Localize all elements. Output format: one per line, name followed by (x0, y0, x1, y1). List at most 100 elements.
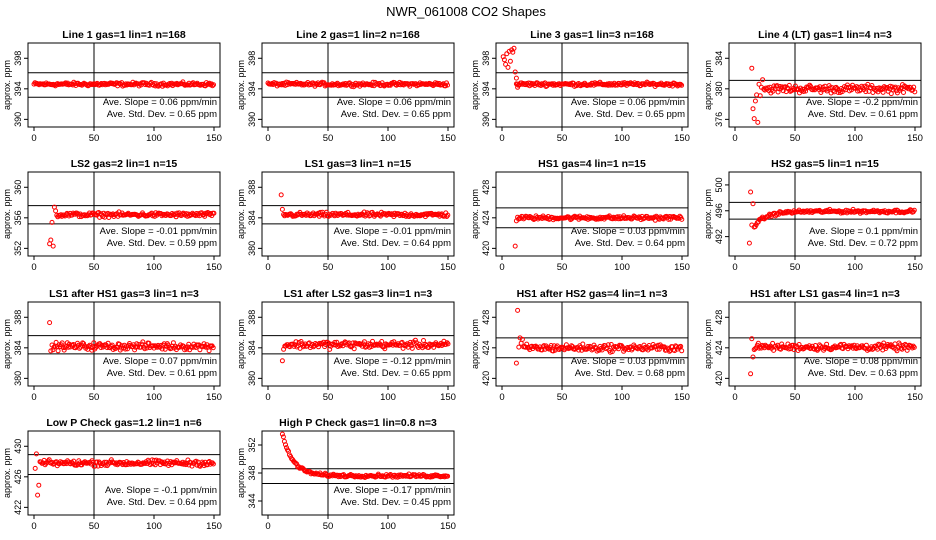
data-point (35, 492, 41, 498)
data-point (445, 473, 451, 479)
data-point (36, 482, 42, 488)
x-tick-label: 150 (907, 392, 923, 403)
y-tick-label: 424 (481, 340, 491, 355)
stddev-annotation: Ave. Std. Dev. = 0.65 ppm (575, 109, 685, 120)
plot-frame (261, 171, 455, 257)
y-tick-label: 424 (714, 340, 724, 355)
y-tick-label: 428 (481, 310, 491, 325)
slope-annotation: Ave. Slope = 0.03 ppm/min (571, 356, 685, 367)
y-tick-label: 390 (13, 112, 23, 127)
panel-title: Low P Check gas=1.2 lin=1 n=6 (46, 417, 201, 429)
data-point (278, 192, 284, 198)
panel-title: HS2 gas=5 lin=1 n=15 (771, 158, 879, 170)
y-tick-label: 428 (481, 180, 491, 195)
data-point (589, 347, 595, 353)
data-point (445, 341, 451, 347)
data-point (512, 69, 518, 75)
x-tick-label: 0 (499, 262, 504, 273)
chart-panel: Line 3 gas=1 lin=3 n=168 0 50 100 150 390 394 3… (470, 29, 690, 144)
data-point (211, 82, 216, 88)
y-tick-label: 390 (247, 112, 257, 127)
data-point (331, 472, 337, 478)
data-point (578, 344, 584, 350)
y-axis-label: approx. ppm (703, 60, 713, 110)
x-tick-label: 100 (614, 262, 630, 273)
x-tick-label: 100 (614, 133, 630, 144)
y-axis-label: approx. ppm (2, 319, 12, 369)
chart-panel: Line 2 gas=1 lin=2 n=168 0 50 100 150 390 394 3… (236, 29, 456, 144)
x-tick-label: 100 (380, 133, 396, 144)
data-point (911, 84, 917, 90)
x-tick-label: 100 (847, 133, 863, 144)
y-tick-label: 398 (481, 51, 491, 66)
x-tick-label: 0 (31, 133, 36, 144)
data-point (746, 240, 752, 246)
data-point (442, 213, 448, 219)
data-point (755, 119, 761, 125)
data-point (129, 82, 135, 88)
data-point (515, 307, 521, 313)
y-axis-label: approx. ppm (236, 60, 246, 110)
slope-annotation: Ave. Slope = 0.06 ppm/min (103, 97, 217, 108)
x-tick-label: 100 (380, 521, 396, 532)
panel-title: LS1 after HS1 gas=3 lin=1 n=3 (49, 288, 199, 300)
data-point (49, 219, 55, 225)
data-point (445, 82, 450, 88)
data-point (912, 89, 918, 95)
y-axis-label: approx. ppm (470, 60, 480, 110)
plot-frame (261, 42, 455, 128)
x-tick-label: 50 (323, 133, 334, 144)
y-tick-label: 424 (481, 210, 491, 225)
y-tick-label: 376 (714, 112, 724, 127)
data-point (151, 81, 157, 86)
panel-title: HS1 gas=4 lin=1 n=15 (538, 158, 646, 170)
slope-annotation: Ave. Slope = 0.07 ppm/min (103, 356, 217, 367)
slope-annotation: Ave. Slope = -0.01 ppm/min (334, 226, 451, 237)
data-point (511, 45, 517, 51)
stddev-annotation: Ave. Std. Dev. = 0.68 ppm (575, 368, 685, 379)
data-point (421, 338, 426, 343)
y-axis-label: approx. ppm (236, 448, 246, 498)
data-point (351, 346, 357, 352)
figure-title: NWR_061008 CO2 Shapes (386, 4, 546, 19)
data-point (331, 342, 337, 348)
y-tick-label: 360 (13, 180, 23, 195)
chart-panel: LS1 after LS2 gas=3 lin=1 n=3 0 50 100 150 38… (236, 288, 456, 403)
data-point (678, 81, 684, 87)
slope-annotation: Ave. Slope = 0.08 ppm/min (804, 356, 918, 367)
data-point (210, 83, 215, 89)
x-tick-label: 100 (380, 262, 396, 273)
x-tick-label: 150 (440, 262, 456, 273)
x-tick-label: 50 (790, 392, 801, 403)
data-point (361, 339, 367, 345)
data-point (298, 339, 304, 344)
x-tick-label: 50 (323, 262, 334, 273)
data-point (548, 343, 554, 348)
data-point (813, 346, 819, 352)
x-tick-label: 50 (323, 392, 334, 403)
x-tick-label: 150 (440, 392, 456, 403)
chart-panel: Line 1 gas=1 lin=1 n=168 0 50 100 150 390 394 3… (2, 29, 222, 144)
data-point (505, 64, 511, 70)
stddev-annotation: Ave. Std. Dev. = 0.65 ppm (341, 109, 451, 120)
x-tick-label: 100 (146, 392, 162, 403)
stddev-annotation: Ave. Std. Dev. = 0.59 ppm (107, 238, 217, 249)
data-point (371, 473, 377, 479)
x-tick-label: 150 (674, 133, 690, 144)
x-tick-label: 0 (732, 133, 737, 144)
chart-panel: HS1 after LS1 gas=4 lin=1 n=3 0 50 100 150 42… (703, 288, 923, 403)
data-point (679, 82, 685, 88)
data-point (184, 346, 190, 352)
y-tick-label: 384 (13, 340, 23, 355)
chart-panel: Low P Check gas=1.2 lin=1 n=6 0 50 100 150 42… (2, 417, 222, 532)
data-point (111, 345, 117, 350)
data-point (751, 116, 757, 122)
data-point (519, 336, 525, 342)
data-point (750, 201, 756, 207)
plot-frame (27, 171, 221, 257)
x-tick-label: 150 (674, 392, 690, 403)
plot-frame (728, 301, 922, 387)
x-tick-label: 50 (790, 133, 801, 144)
data-point (749, 65, 755, 71)
